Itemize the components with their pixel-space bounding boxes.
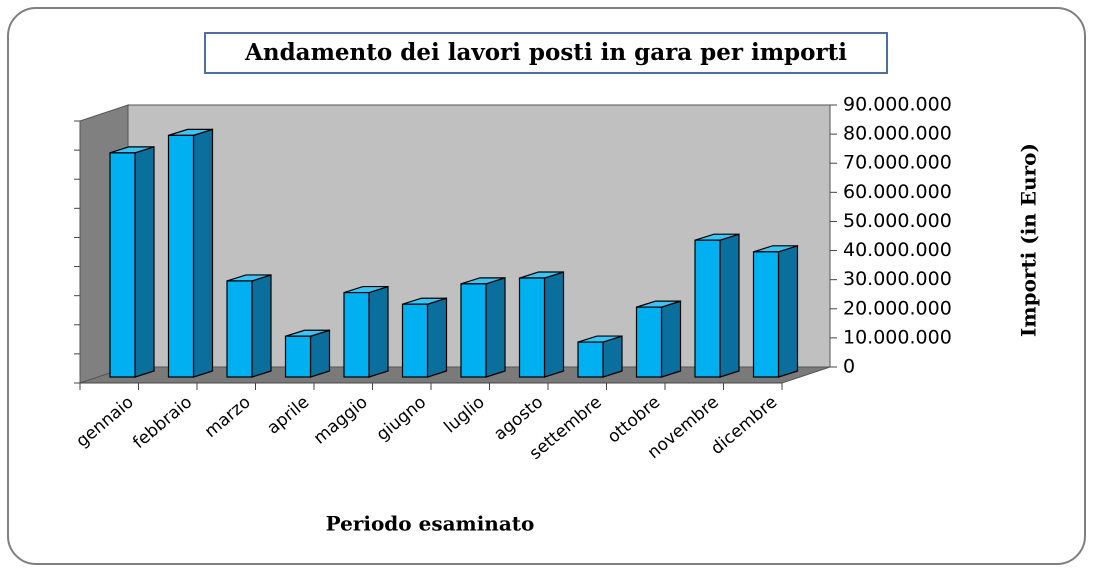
y-tick-label: 60.000.000 [843, 181, 952, 203]
bar [167, 134, 195, 378]
bar-side [660, 300, 682, 378]
bar-side [777, 245, 799, 378]
bar-side [368, 285, 389, 378]
x-axis-title: Periodo esaminato [326, 512, 535, 536]
bar-side [426, 297, 448, 378]
bar-side [309, 329, 331, 378]
bar [752, 251, 780, 378]
title-box [204, 32, 888, 74]
y-tick-label: 10.000.000 [843, 326, 952, 348]
y-tick-label: 20.000.000 [843, 297, 952, 319]
bar [694, 239, 721, 378]
bar [226, 280, 253, 378]
bar [460, 283, 487, 378]
bar [109, 152, 136, 378]
y-tick-label: 70.000.000 [843, 152, 952, 174]
bar [518, 277, 546, 378]
bar [577, 341, 604, 378]
bar-side [134, 146, 155, 378]
y-axis-title: Importi (in Euro) [1017, 143, 1041, 337]
chart-title: Andamento dei lavori posti in gara per i… [244, 39, 847, 66]
bar-side [602, 335, 623, 378]
y-tick-label: 40.000.000 [843, 239, 952, 261]
y-tick-label: 30.000.000 [843, 268, 952, 290]
bar-side [485, 277, 506, 378]
bar-side [719, 233, 740, 378]
bar [343, 291, 370, 378]
y-tick-label: 50.000.000 [843, 210, 952, 232]
y-tick-label: 90.000.000 [843, 94, 952, 116]
bar [635, 306, 663, 378]
bar-side [543, 271, 565, 378]
bar-side [251, 274, 272, 378]
bar [401, 303, 429, 378]
bar [284, 335, 312, 378]
y-tick-label: 80.000.000 [843, 123, 952, 145]
bar-side [192, 128, 214, 378]
y-tick-label: 0 [843, 356, 855, 378]
